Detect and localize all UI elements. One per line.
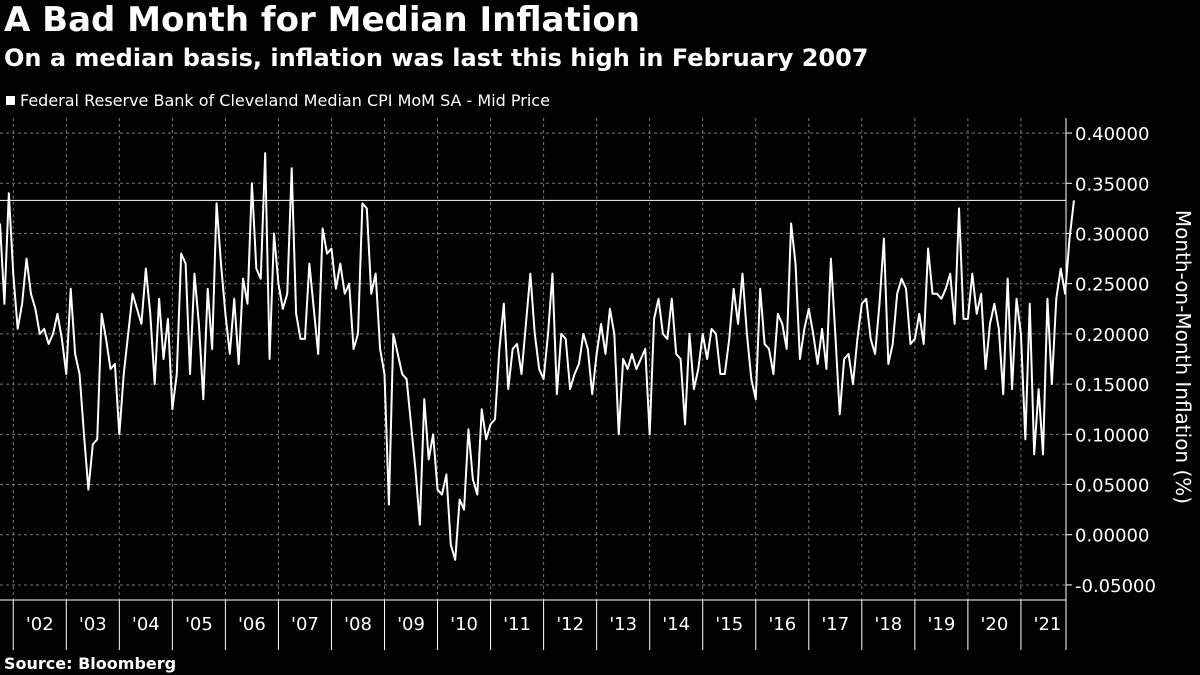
y-tick-label: 0.10000 xyxy=(1075,425,1149,446)
source-note: Source: Bloomberg xyxy=(4,654,177,673)
x-tick-label: '04 xyxy=(132,614,160,635)
x-tick-label: '03 xyxy=(79,614,107,635)
x-tick-label: '12 xyxy=(556,614,584,635)
y-axis-label: Month-on-Month Inflation (%) xyxy=(1171,210,1195,504)
x-tick-label: '06 xyxy=(238,614,266,635)
x-tick-label: '20 xyxy=(980,614,1008,635)
x-tick-label: '15 xyxy=(715,614,743,635)
x-tick-label: '09 xyxy=(397,614,425,635)
x-tick-label: '17 xyxy=(821,614,849,635)
y-tick-label: 0.40000 xyxy=(1075,124,1149,145)
y-tick-label: 0.20000 xyxy=(1075,325,1149,346)
chart-title: A Bad Month for Median Inflation xyxy=(4,0,640,40)
y-tick-label: 0.25000 xyxy=(1075,275,1149,296)
series-group xyxy=(0,152,1075,561)
legend-label: Federal Reserve Bank of Cleveland Median… xyxy=(20,91,550,110)
y-tick-label: -0.05000 xyxy=(1075,576,1156,597)
x-tick-label: '11 xyxy=(503,614,531,635)
y-tick-labels: -0.05000 0.00000 0.05000 0.10000 0.15000 0.20… xyxy=(1075,124,1156,597)
y-tick-label: 0.05000 xyxy=(1075,476,1149,497)
x-tick-label: '14 xyxy=(662,614,690,635)
chart-legend: Federal Reserve Bank of Cleveland Median… xyxy=(6,91,550,110)
x-tick-label: '16 xyxy=(768,614,796,635)
y-tick-label: 0.00000 xyxy=(1075,526,1149,547)
x-tick-labels: '02 '03 '04 '05 '06 '07 '08 '09 '10 '11 '12 '13 '14 '… xyxy=(26,614,1062,635)
y-tick-label: 0.35000 xyxy=(1075,174,1149,195)
series-line xyxy=(0,152,1075,561)
y-tick-label: 0.15000 xyxy=(1075,375,1149,396)
x-tick-label: '13 xyxy=(609,614,637,635)
grid-lines xyxy=(0,118,1066,600)
x-tick-label: '19 xyxy=(927,614,955,635)
x-tick-label: '02 xyxy=(26,614,54,635)
y-tick-label: 0.30000 xyxy=(1075,224,1149,245)
x-tick-label: '07 xyxy=(291,614,319,635)
x-tick-label: '18 xyxy=(874,614,902,635)
axes xyxy=(0,118,1072,650)
x-tick-label: '08 xyxy=(344,614,372,635)
x-tick-label: '10 xyxy=(450,614,478,635)
x-tick-label: '05 xyxy=(185,614,213,635)
legend-swatch xyxy=(6,96,15,105)
chart-subtitle: On a median basis, inflation was last th… xyxy=(4,44,869,72)
x-tick-label: '21 xyxy=(1034,614,1062,635)
